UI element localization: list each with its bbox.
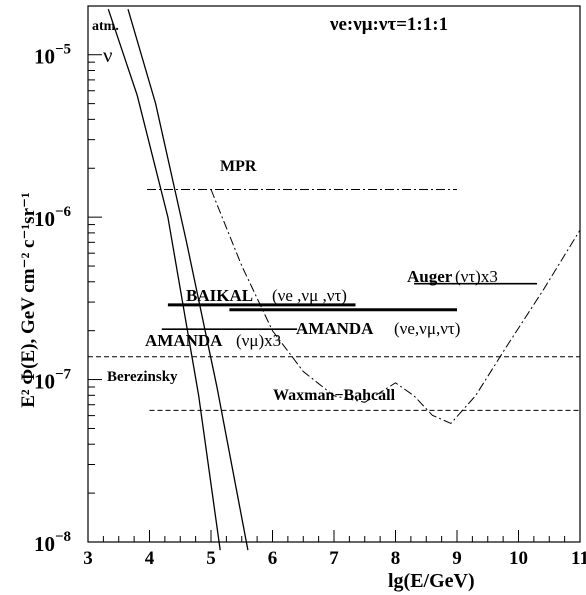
y-tick-label: 10−8 — [34, 529, 71, 556]
y-axis-label: E² Φ(E), GeV cm⁻² c⁻¹sr⁻¹ — [18, 192, 39, 408]
series-line — [107, 8, 221, 551]
series-line — [127, 9, 249, 551]
x-tick-label: 3 — [83, 548, 93, 569]
amanda-mu-label: AMANDA — [145, 331, 223, 350]
berezinsky-label: Berezinsky — [107, 369, 178, 385]
atm-label: atm. — [92, 19, 119, 34]
y-tick-exponent: −7 — [55, 367, 72, 383]
mpr-label: MPR — [220, 158, 257, 175]
x-axis-label: lg(E/GeV) — [388, 570, 475, 592]
y-tick-label: 10−6 — [34, 204, 72, 231]
auger-label: Auger — [407, 267, 453, 286]
x-tick-label: 8 — [391, 548, 401, 569]
amanda-all-flavours-label: (νe,νμ,ντ) — [394, 319, 460, 338]
x-tick-label: 4 — [145, 548, 155, 569]
x-tick-label: 10 — [509, 548, 528, 569]
y-tick-exponent: −6 — [55, 204, 72, 220]
amanda-all-label: AMANDA — [296, 319, 374, 338]
auger-flavour-label: (ντ)x3 — [455, 267, 498, 286]
waxman-bahcall-label: Waxman−Bahcall — [273, 387, 396, 404]
x-tick-label: 6 — [268, 548, 278, 569]
y-tick-label: 10−7 — [34, 367, 72, 394]
y-tick-exponent: −8 — [55, 529, 71, 545]
x-tick-label: 7 — [329, 548, 339, 569]
y-tick-label: 10−5 — [34, 42, 71, 69]
x-tick-label: 9 — [452, 548, 462, 569]
amanda-mu-flavour-label: (νμ)x3 — [236, 331, 281, 350]
nu-label: ν — [103, 43, 113, 67]
x-tick-label: 5 — [206, 548, 216, 569]
plot-frame — [87, 5, 581, 543]
series-line — [210, 189, 581, 425]
series-group — [88, 8, 581, 551]
baikal-flavours-label: (νe ,νμ ,ντ) — [272, 286, 347, 305]
x-tick-label: 11 — [571, 548, 586, 569]
baikal-label: BAIKAL — [186, 286, 253, 305]
flavour-ratio-header: νe:νμ:ντ=1:1:1 — [329, 14, 448, 35]
y-tick-exponent: −5 — [55, 42, 71, 58]
